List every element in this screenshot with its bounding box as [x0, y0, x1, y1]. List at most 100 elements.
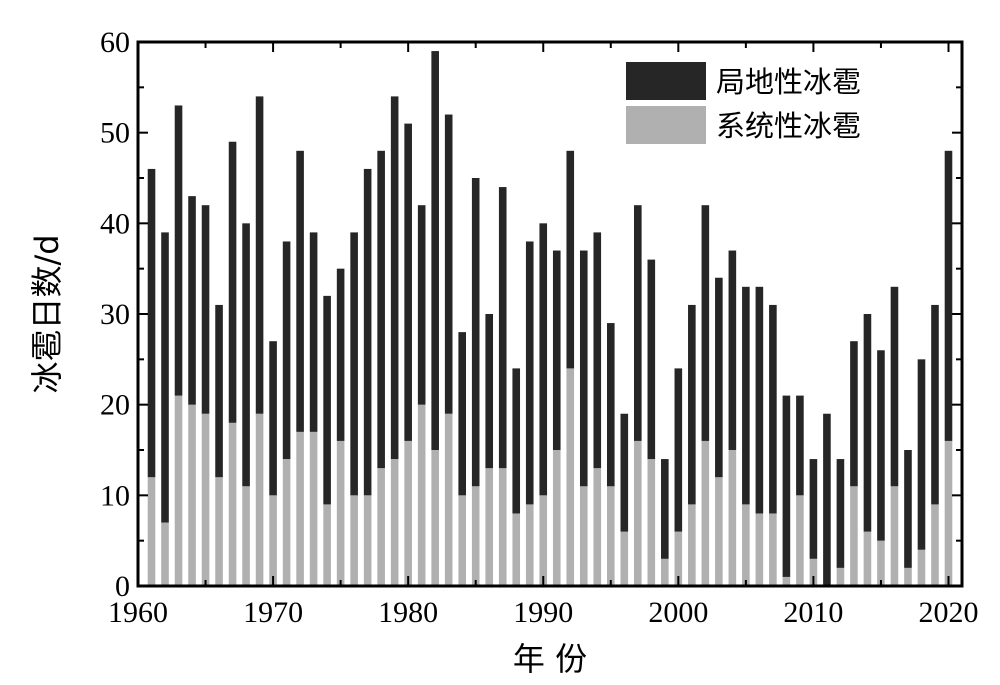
bar-local-1965 — [201, 205, 210, 414]
bar-systemic-1993 — [579, 486, 588, 586]
bar-systemic-2003 — [715, 477, 723, 586]
x-tick-label-1990: 1990 — [513, 596, 573, 629]
bar-systemic-1964 — [188, 404, 196, 586]
bar-local-1982 — [431, 51, 439, 451]
bar-local-2018 — [917, 359, 926, 550]
x-tick-label-2000: 2000 — [648, 596, 708, 629]
bar-systemic-1989 — [525, 504, 534, 586]
legend-swatch-systemic — [626, 106, 706, 144]
bar-local-1983 — [444, 114, 453, 414]
bar-systemic-1998 — [647, 459, 656, 586]
bar-systemic-2016 — [890, 486, 899, 586]
bar-local-2013 — [850, 341, 858, 487]
bar-systemic-2005 — [742, 504, 750, 586]
bar-local-2015 — [877, 350, 885, 541]
y-tick-label-30: 30 — [100, 298, 130, 331]
bar-local-2003 — [715, 277, 723, 478]
bar-local-1967 — [228, 141, 237, 423]
bar-systemic-1985 — [471, 486, 480, 586]
bar-systemic-2013 — [850, 486, 858, 586]
y-axis: 0 10 20 30 40 50 60 — [100, 26, 962, 603]
bar-systemic-1984 — [458, 495, 466, 586]
bar-local-1990 — [539, 223, 548, 496]
bar-systemic-1990 — [539, 495, 548, 586]
x-tick-label-2020: 2020 — [918, 596, 978, 629]
bar-systemic-2014 — [863, 531, 872, 586]
bar-local-1975 — [336, 268, 345, 441]
bar-local-2017 — [904, 450, 912, 568]
x-tick-label-1980: 1980 — [378, 596, 438, 629]
bar-systemic-1970 — [269, 495, 277, 586]
bars-group — [147, 51, 953, 586]
bar-local-1974 — [323, 295, 331, 505]
bar-local-1961 — [147, 168, 156, 478]
bar-systemic-1983 — [444, 413, 453, 586]
bar-local-1973 — [309, 232, 318, 432]
bar-systemic-1966 — [215, 477, 223, 586]
y-tick-label-20: 20 — [100, 389, 130, 422]
bar-local-1977 — [363, 168, 372, 496]
bar-local-1993 — [579, 250, 588, 487]
bar-local-1963 — [174, 105, 183, 396]
x-tick-label-1970: 1970 — [243, 596, 303, 629]
bar-local-2002 — [701, 205, 710, 441]
bar-systemic-2018 — [917, 549, 926, 586]
bar-systemic-1981 — [417, 404, 426, 586]
bar-local-1966 — [215, 304, 223, 478]
bar-local-2010 — [809, 459, 818, 559]
bar-systemic-1961 — [147, 477, 156, 586]
y-tick-label-10: 10 — [100, 479, 130, 512]
bar-systemic-1962 — [161, 522, 169, 586]
bar-local-1997 — [634, 205, 642, 441]
bar-systemic-1988 — [512, 513, 521, 586]
bar-local-1989 — [525, 241, 534, 505]
bar-systemic-2017 — [904, 567, 912, 586]
bar-systemic-1977 — [363, 495, 372, 586]
bar-systemic-1968 — [242, 486, 250, 586]
bar-systemic-2015 — [877, 540, 885, 586]
y-axis-title: 冰雹日数/d — [28, 234, 66, 393]
bar-local-1984 — [458, 332, 466, 496]
bar-systemic-2006 — [755, 513, 764, 586]
bar-local-1991 — [552, 250, 561, 450]
y-tick-label-50: 50 — [100, 117, 130, 150]
bar-systemic-2019 — [931, 504, 939, 586]
bar-local-1971 — [282, 241, 291, 460]
bar-systemic-1992 — [566, 368, 575, 586]
bar-systemic-1995 — [606, 486, 615, 586]
bar-local-2001 — [688, 304, 696, 505]
bar-systemic-1987 — [498, 468, 507, 586]
legend: 局地性冰雹 系统性冰雹 — [626, 62, 861, 144]
bar-systemic-1978 — [377, 468, 385, 586]
bar-systemic-1963 — [174, 395, 183, 586]
bar-systemic-1967 — [228, 422, 237, 586]
bar-systemic-1986 — [485, 468, 494, 586]
bar-local-1980 — [404, 123, 412, 441]
bar-local-2012 — [836, 459, 845, 568]
bar-local-1968 — [242, 223, 250, 487]
bar-local-1998 — [647, 259, 656, 460]
bar-systemic-1974 — [323, 504, 331, 586]
bar-systemic-1979 — [390, 459, 399, 586]
bar-local-2008 — [782, 395, 791, 577]
bar-systemic-1991 — [552, 450, 561, 586]
y-tick-label-40: 40 — [100, 207, 130, 240]
bar-systemic-2002 — [701, 440, 710, 586]
bar-systemic-2007 — [769, 513, 777, 586]
bar-local-2016 — [890, 286, 899, 487]
bar-local-1986 — [485, 314, 494, 469]
bar-systemic-1999 — [661, 558, 669, 586]
bar-local-2007 — [769, 304, 777, 514]
bar-local-1972 — [296, 150, 304, 432]
bar-local-1970 — [269, 341, 277, 496]
bar-systemic-2020 — [944, 440, 953, 586]
bar-systemic-1972 — [296, 431, 304, 586]
bar-systemic-2009 — [796, 495, 804, 586]
bar-local-2014 — [863, 314, 872, 532]
bar-systemic-1982 — [431, 450, 439, 586]
bar-systemic-2010 — [809, 558, 818, 586]
bar-local-2020 — [944, 150, 953, 441]
bar-local-1978 — [377, 150, 385, 469]
bar-systemic-1971 — [282, 459, 291, 586]
